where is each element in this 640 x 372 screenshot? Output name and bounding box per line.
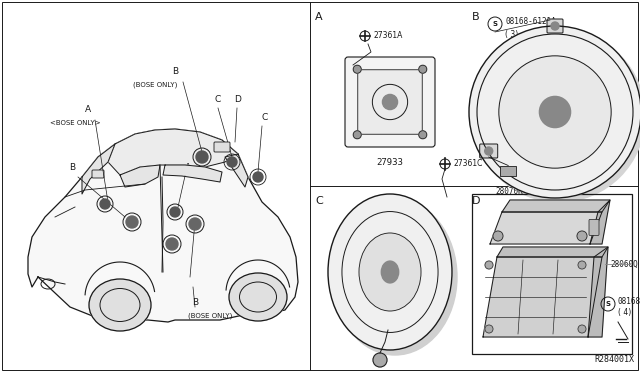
Polygon shape	[497, 247, 608, 257]
Text: S: S	[605, 301, 611, 307]
FancyBboxPatch shape	[345, 57, 435, 147]
Ellipse shape	[359, 233, 421, 311]
FancyBboxPatch shape	[92, 170, 104, 178]
Polygon shape	[82, 144, 115, 194]
Circle shape	[485, 261, 493, 269]
Polygon shape	[28, 129, 298, 322]
Text: 08168-6121A: 08168-6121A	[618, 296, 640, 305]
Text: (BOSE ONLY): (BOSE ONLY)	[188, 312, 232, 319]
Text: A: A	[185, 163, 191, 172]
Text: A: A	[85, 105, 91, 114]
Circle shape	[353, 131, 361, 139]
Circle shape	[170, 207, 180, 217]
Polygon shape	[490, 212, 602, 244]
Polygon shape	[225, 154, 248, 187]
Circle shape	[540, 96, 571, 128]
Ellipse shape	[333, 199, 457, 355]
Circle shape	[485, 325, 493, 333]
Text: B: B	[472, 12, 479, 22]
FancyBboxPatch shape	[480, 144, 498, 158]
Circle shape	[578, 261, 586, 269]
Circle shape	[189, 218, 201, 230]
Text: 27933+B: 27933+B	[541, 212, 579, 221]
Text: ( 4): ( 4)	[618, 308, 631, 317]
Text: ( 3): ( 3)	[505, 29, 518, 38]
FancyBboxPatch shape	[500, 166, 516, 176]
Circle shape	[499, 56, 611, 168]
Circle shape	[551, 22, 559, 30]
Text: S: S	[493, 21, 497, 27]
Circle shape	[469, 26, 640, 198]
FancyBboxPatch shape	[547, 19, 563, 33]
Polygon shape	[502, 200, 610, 212]
Text: 28060M: 28060M	[486, 323, 514, 332]
Text: <BOSE ONLY>: <BOSE ONLY>	[50, 120, 100, 126]
Text: 28070R: 28070R	[495, 187, 523, 196]
Text: D: D	[235, 95, 241, 104]
Circle shape	[227, 157, 237, 167]
Circle shape	[126, 216, 138, 228]
Circle shape	[484, 147, 493, 155]
Text: C: C	[315, 196, 323, 206]
Polygon shape	[120, 165, 160, 187]
Text: 08168-6121A: 08168-6121A	[505, 17, 556, 26]
Text: 27933: 27933	[376, 158, 403, 167]
Circle shape	[577, 231, 587, 241]
FancyBboxPatch shape	[358, 70, 422, 134]
Circle shape	[353, 65, 361, 73]
Ellipse shape	[229, 273, 287, 321]
Circle shape	[253, 172, 263, 182]
Ellipse shape	[328, 194, 452, 350]
Text: 27361C: 27361C	[453, 160, 483, 169]
Polygon shape	[588, 247, 608, 337]
Circle shape	[473, 30, 640, 202]
Text: 28060Q: 28060Q	[611, 260, 638, 269]
Text: C: C	[262, 113, 268, 122]
Text: B: B	[192, 298, 198, 307]
Ellipse shape	[381, 261, 399, 283]
Circle shape	[373, 353, 387, 367]
Text: 27361A: 27361A	[373, 32, 403, 41]
Circle shape	[166, 238, 178, 250]
Text: A: A	[315, 12, 323, 22]
Ellipse shape	[89, 279, 151, 331]
Text: C: C	[215, 95, 221, 104]
FancyBboxPatch shape	[214, 142, 230, 152]
Circle shape	[419, 65, 427, 73]
FancyBboxPatch shape	[589, 219, 599, 235]
Text: (BOSE ONLY): (BOSE ONLY)	[133, 81, 177, 88]
Text: B: B	[69, 163, 75, 172]
Polygon shape	[590, 200, 610, 244]
Polygon shape	[163, 165, 222, 182]
Circle shape	[196, 151, 208, 163]
Circle shape	[493, 231, 503, 241]
Polygon shape	[483, 257, 602, 337]
Bar	[472, 194, 632, 354]
Circle shape	[419, 131, 427, 139]
Circle shape	[578, 325, 586, 333]
Circle shape	[100, 199, 110, 209]
Text: D: D	[472, 196, 481, 206]
Circle shape	[383, 94, 397, 110]
Polygon shape	[108, 129, 238, 175]
Text: B: B	[172, 67, 178, 76]
Text: R284001X: R284001X	[594, 355, 634, 364]
